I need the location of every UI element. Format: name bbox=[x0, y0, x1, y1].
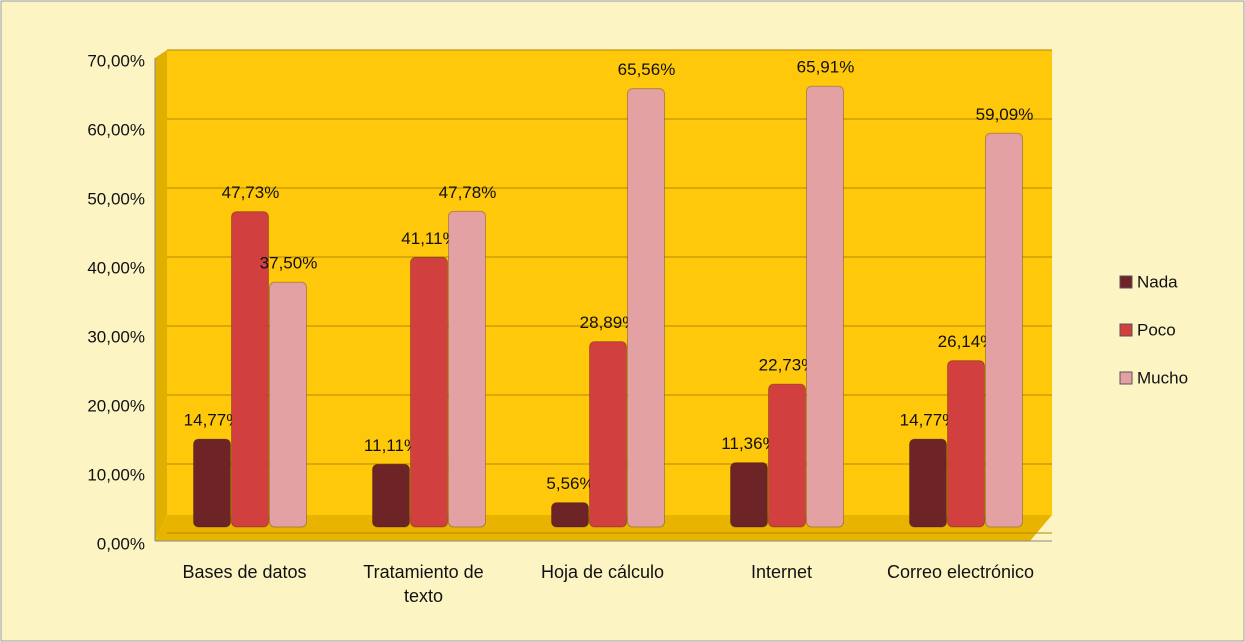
y-tick-label: 50,00% bbox=[87, 189, 145, 208]
y-tick-label: 60,00% bbox=[87, 120, 145, 139]
value-label: 59,09% bbox=[976, 105, 1034, 124]
bar bbox=[269, 281, 307, 528]
y-tick-label: 30,00% bbox=[87, 327, 145, 346]
side-wall bbox=[155, 50, 167, 541]
bar bbox=[410, 256, 448, 528]
bar bbox=[985, 132, 1023, 528]
bar bbox=[627, 88, 665, 528]
y-tick-label: 20,00% bbox=[87, 396, 145, 415]
bar bbox=[806, 85, 844, 528]
bar bbox=[730, 462, 768, 528]
value-label: 5,56% bbox=[546, 474, 594, 493]
legend-label: Mucho bbox=[1137, 368, 1188, 387]
bar bbox=[372, 463, 410, 528]
x-tick-label: Internet bbox=[750, 562, 813, 582]
value-label: 47,73% bbox=[222, 183, 280, 202]
x-tick-label: Bases de datos bbox=[182, 562, 307, 582]
value-label: 14,77% bbox=[900, 411, 958, 430]
y-tick-label: 40,00% bbox=[87, 258, 145, 277]
value-label: 22,73% bbox=[759, 356, 817, 375]
value-label: 28,89% bbox=[580, 313, 638, 332]
bar bbox=[947, 360, 985, 528]
x-tick-label: Hoja de cálculo bbox=[540, 562, 665, 582]
legend-swatch bbox=[1119, 275, 1133, 289]
value-label: 37,50% bbox=[260, 254, 318, 273]
value-label: 47,78% bbox=[439, 183, 497, 202]
bar bbox=[448, 210, 486, 528]
value-label: 65,91% bbox=[797, 58, 855, 77]
bar bbox=[193, 438, 231, 528]
value-label: 14,77% bbox=[184, 411, 242, 430]
value-label: 26,14% bbox=[938, 332, 996, 351]
bar bbox=[909, 438, 947, 528]
y-tick-label: 0,00% bbox=[97, 534, 145, 553]
bar bbox=[768, 383, 806, 528]
legend-swatch bbox=[1119, 323, 1133, 337]
value-label: 41,11% bbox=[401, 229, 457, 248]
legend-swatch bbox=[1119, 371, 1133, 385]
value-label: 11,36% bbox=[721, 434, 777, 453]
bar bbox=[589, 341, 627, 528]
legend-label: Nada bbox=[1137, 272, 1178, 291]
x-tick-label: Correo electrónico bbox=[886, 562, 1035, 582]
value-label: 11,11% bbox=[364, 436, 419, 455]
x-tick-label: Tratamiento de texto bbox=[363, 562, 484, 606]
bar bbox=[551, 502, 589, 528]
y-tick-label: 70,00% bbox=[87, 51, 145, 70]
y-tick-label: 10,00% bbox=[87, 465, 145, 484]
legend-label: Poco bbox=[1137, 320, 1176, 339]
value-label: 65,56% bbox=[618, 60, 676, 79]
bar bbox=[231, 211, 269, 528]
